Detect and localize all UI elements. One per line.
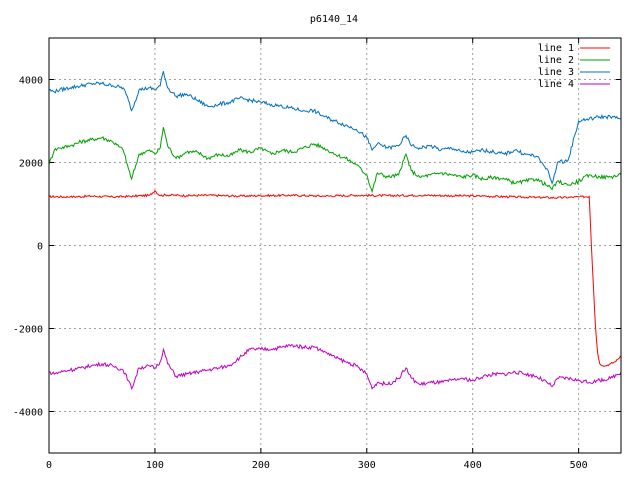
series-line-1 (48, 189, 622, 367)
x-tick-label: 300 (358, 460, 376, 471)
x-tick-label: 100 (146, 460, 164, 471)
series-group (48, 71, 622, 391)
grid (49, 38, 621, 453)
y-tick-label: -2000 (13, 325, 43, 336)
series-line-4 (48, 343, 622, 391)
plot-frame (48, 37, 622, 454)
x-tick-label: 500 (570, 460, 588, 471)
series-line-2 (48, 127, 622, 194)
series-line-3 (48, 71, 622, 185)
y-tick-label: 2000 (19, 159, 43, 170)
x-tick-label: 0 (46, 460, 52, 471)
x-tick-label: 400 (464, 460, 482, 471)
legend-label: line 4 (538, 79, 574, 90)
legend-label: line 3 (538, 67, 574, 78)
y-tick-label: 0 (37, 242, 43, 253)
y-tick-label: 4000 (19, 76, 43, 87)
y-tick-label: -4000 (13, 408, 43, 419)
axis-ticks: 0 100 200 300 400 500 -4000 -2000 0 2000 4000 (13, 38, 621, 471)
legend-label: line 2 (538, 55, 574, 66)
x-tick-label: 200 (252, 460, 270, 471)
legend-label: line 1 (538, 43, 574, 54)
chart-title: p6140_14 (310, 14, 358, 25)
